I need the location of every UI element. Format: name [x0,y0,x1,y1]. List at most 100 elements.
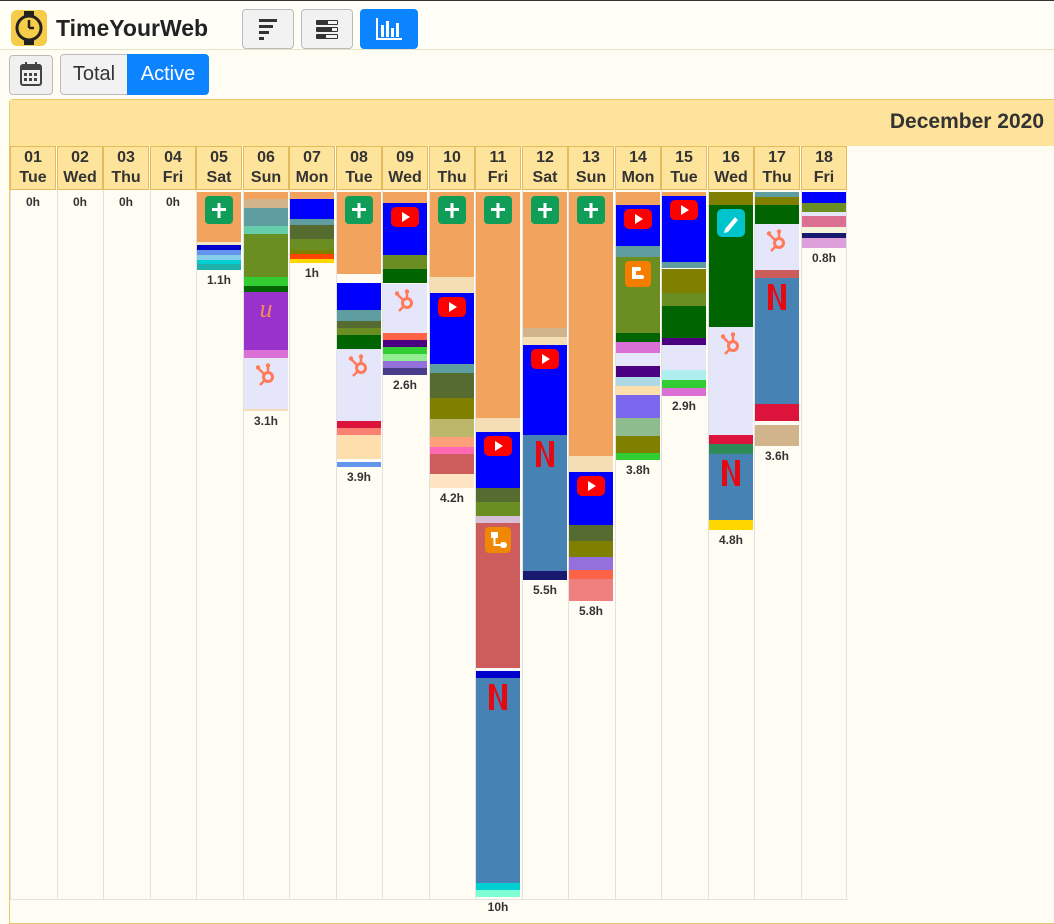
site-segment[interactable] [802,238,846,248]
site-segment[interactable] [476,889,520,897]
site-segment[interactable] [523,336,567,346]
site-segment[interactable] [430,447,474,455]
site-segment[interactable] [244,350,288,358]
site-segment[interactable] [755,425,799,446]
site-segment[interactable] [290,218,334,225]
site-segment[interactable] [523,328,567,337]
site-segment[interactable] [337,428,381,436]
site-segment[interactable] [337,310,381,321]
site-segment[interactable] [709,192,753,206]
active-toggle-button[interactable]: Active [127,54,209,95]
site-segment[interactable] [802,202,846,212]
usage-bar[interactable] [430,192,474,488]
site-segment[interactable] [755,192,799,198]
site-segment[interactable] [337,435,381,460]
site-segment[interactable] [476,671,520,679]
usage-bar[interactable] [523,192,567,580]
site-segment[interactable] [616,377,660,387]
site-segment[interactable] [569,541,613,557]
site-segment[interactable] [616,333,660,343]
day-header[interactable]: 18 Fri [801,146,847,190]
site-segment[interactable] [383,353,427,361]
site-segment[interactable] [476,192,520,418]
site-segment[interactable] [430,473,474,488]
site-segment[interactable] [337,334,381,349]
site-segment[interactable] [244,408,288,411]
site-segment[interactable] [244,233,288,278]
day-header[interactable]: 11 Fri [475,146,521,190]
usage-bar[interactable] [244,192,288,411]
site-segment[interactable] [290,224,334,239]
day-header[interactable]: 08 Tue [336,146,382,190]
site-segment[interactable] [523,571,567,580]
day-header[interactable]: 13 Sun [568,146,614,190]
site-segment[interactable] [197,241,241,246]
site-segment[interactable] [709,435,753,444]
site-segment[interactable] [197,250,241,256]
site-segment[interactable] [662,268,706,294]
site-segment[interactable] [244,192,288,200]
site-segment[interactable] [709,454,753,520]
site-segment[interactable] [337,421,381,429]
site-segment[interactable] [244,292,288,351]
usage-bar[interactable] [709,192,753,530]
day-header[interactable]: 04 Fri [150,146,196,190]
day-header[interactable]: 06 Sun [243,146,289,190]
site-segment[interactable] [709,443,753,455]
site-segment[interactable] [802,211,846,216]
site-segment[interactable] [476,502,520,517]
site-segment[interactable] [383,192,427,203]
site-segment[interactable] [616,192,660,206]
usage-bar[interactable] [337,192,381,467]
list-view-button[interactable] [301,9,353,49]
site-segment[interactable] [662,192,706,197]
site-segment[interactable] [755,404,799,421]
site-segment[interactable] [802,227,846,233]
site-segment[interactable] [662,305,706,339]
day-header[interactable]: 15 Tue [661,146,707,190]
calendar-button[interactable] [9,55,53,95]
site-segment[interactable] [290,250,334,255]
site-segment[interactable] [383,360,427,368]
site-segment[interactable] [337,462,381,467]
site-segment[interactable] [244,226,288,234]
day-header[interactable]: 16 Wed [708,146,754,190]
site-segment[interactable] [755,197,799,206]
site-segment[interactable] [569,456,613,473]
day-header[interactable]: 03 Thu [103,146,149,190]
site-segment[interactable] [662,338,706,345]
usage-bar[interactable] [755,192,799,446]
site-segment[interactable] [616,452,660,460]
site-segment[interactable] [569,525,613,542]
total-toggle-button[interactable]: Total [60,54,128,95]
day-header[interactable]: 12 Sat [522,146,568,190]
site-segment[interactable] [755,205,799,224]
site-segment[interactable] [616,245,660,257]
site-segment[interactable] [244,357,288,409]
site-segment[interactable] [616,435,660,453]
site-segment[interactable] [197,245,241,251]
site-segment[interactable] [244,286,288,292]
site-segment[interactable] [290,254,334,259]
site-segment[interactable] [197,260,241,265]
site-segment[interactable] [337,282,381,311]
site-segment[interactable] [430,373,474,398]
site-segment[interactable] [616,386,660,396]
chart-view-button[interactable] [360,9,418,49]
site-segment[interactable] [523,435,567,572]
site-segment[interactable] [383,269,427,284]
site-segment[interactable] [430,397,474,419]
site-segment[interactable] [290,258,334,263]
site-segment[interactable] [709,326,753,436]
usage-bar[interactable] [290,192,334,263]
site-segment[interactable] [430,276,474,294]
day-header[interactable]: 02 Wed [57,146,103,190]
site-segment[interactable] [290,192,334,200]
day-header[interactable]: 14 Mon [615,146,661,190]
site-segment[interactable] [337,320,381,328]
site-segment[interactable] [476,417,520,432]
day-header[interactable]: 17 Thu [754,146,800,190]
site-segment[interactable] [337,348,381,422]
site-segment[interactable] [383,332,427,340]
site-segment[interactable] [290,199,334,219]
